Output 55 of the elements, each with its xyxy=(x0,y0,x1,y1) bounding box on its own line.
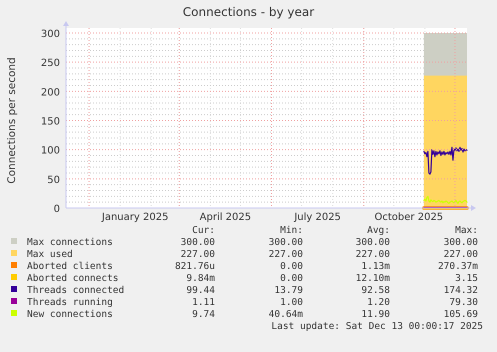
y-axis-title: Connections per second xyxy=(6,57,18,184)
text: 13.79 xyxy=(274,285,304,296)
x-tick-label: January 2025 xyxy=(100,212,168,223)
text: 1.11 xyxy=(192,297,216,308)
text: 0.00 xyxy=(280,261,304,272)
y-tick-label: 50 xyxy=(47,174,60,186)
text: 3.15 xyxy=(455,273,478,284)
legend-label: Aborted clients xyxy=(27,261,113,272)
text: 227.00 xyxy=(180,249,216,260)
y-tick-label: 250 xyxy=(40,58,60,70)
legend-label: New connections xyxy=(27,309,113,320)
text: 1.20 xyxy=(367,297,390,308)
text: 270.37m xyxy=(438,261,478,272)
text: 1.13m xyxy=(361,261,390,272)
x-tick-label: July 2025 xyxy=(293,212,341,223)
chart-title: Connections - by year xyxy=(182,5,314,19)
y-tick-label: 100 xyxy=(40,146,60,157)
text: 174.32 xyxy=(444,285,478,296)
text: 300.00 xyxy=(444,237,478,248)
x-tick-label: October 2025 xyxy=(374,212,444,223)
text: 92.58 xyxy=(361,285,390,296)
text: 1.00 xyxy=(280,297,304,308)
text: 300.00 xyxy=(356,237,390,248)
legend-label: Max connections xyxy=(27,237,113,248)
text: 227.00 xyxy=(356,249,390,260)
line-series xyxy=(423,196,468,204)
text: 105.69 xyxy=(444,309,478,320)
text: 300.00 xyxy=(268,237,304,248)
y-tick-label: 0 xyxy=(54,204,60,215)
legend-label: Threads connected xyxy=(27,285,124,296)
legend-label: Max used xyxy=(27,249,73,260)
y-tick-label: 300 xyxy=(40,29,60,40)
text: Max: xyxy=(455,225,478,236)
text: 227.00 xyxy=(444,249,478,260)
text: 12.10m xyxy=(356,273,390,284)
text: Min: xyxy=(280,225,303,236)
legend-label: Aborted connects xyxy=(27,273,119,284)
text: Last update: Sat Dec 13 00:00:17 2025 xyxy=(271,321,483,332)
text: 79.30 xyxy=(449,297,478,308)
legend-label: Threads running xyxy=(27,297,113,308)
line-series xyxy=(423,146,468,175)
text: 300.00 xyxy=(180,237,216,248)
y-tick-label: 150 xyxy=(40,116,60,128)
text: 99.44 xyxy=(186,285,216,296)
text: 9.84m xyxy=(186,273,216,284)
text: 821.76u xyxy=(174,261,215,272)
text: 11.90 xyxy=(361,309,390,320)
text: Avg: xyxy=(367,225,390,236)
text: 9.74 xyxy=(192,309,216,320)
text: 227.00 xyxy=(268,249,304,260)
text: 40.64m xyxy=(268,309,304,320)
text: Cur: xyxy=(192,225,215,236)
text: 0.00 xyxy=(280,273,304,284)
x-tick-label: April 2025 xyxy=(200,212,252,223)
y-tick-label: 200 xyxy=(40,87,60,98)
